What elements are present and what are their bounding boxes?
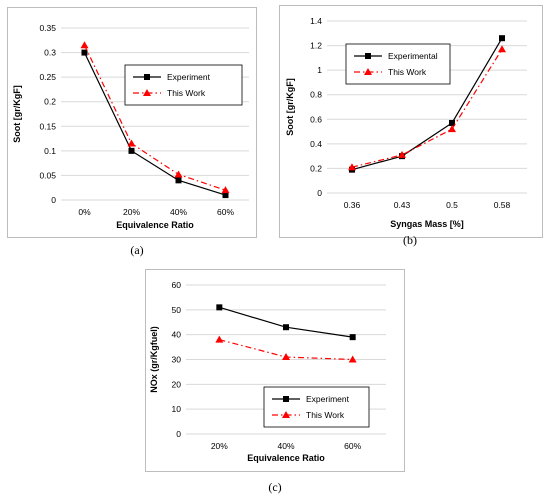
chart-b-x-axis-label: Syngas Mass [%] bbox=[390, 219, 464, 229]
chart-b-ytick-label: 1.4 bbox=[310, 16, 322, 26]
chart-b-xtick-label: 0.58 bbox=[494, 200, 511, 210]
chart-a-series-0-point bbox=[128, 147, 135, 154]
chart-a-series-line-0 bbox=[83, 52, 226, 196]
chart-c-series-0-point bbox=[216, 304, 223, 311]
chart-panel-a: 0 0.05 0.1 0.15 0.2 0.25 0.3 0.35 0% 20% 40% 60% Equ… bbox=[7, 7, 257, 238]
chart-b-legend-label: Experimental bbox=[388, 51, 438, 61]
chart-c-ytick-label: 40 bbox=[172, 330, 182, 340]
chart-a-ytick-label: 0.15 bbox=[39, 121, 56, 131]
chart-a-series-1-point bbox=[80, 41, 89, 49]
chart-c-series-line-0 bbox=[219, 306, 353, 338]
chart-b-series-1-point bbox=[448, 125, 456, 133]
chart-a-xtick-label: 40% bbox=[170, 207, 187, 217]
chart-c-legend-label: This Work bbox=[306, 410, 345, 420]
chart-b-series-1-point bbox=[398, 150, 406, 158]
chart-c-legend-box bbox=[263, 386, 370, 428]
chart-c-ytick-label: 30 bbox=[172, 355, 182, 365]
chart-c-series-1-point bbox=[282, 353, 290, 361]
chart-c-legend-marker-1 bbox=[282, 411, 290, 418]
chart-b-xtick-label: 0.43 bbox=[394, 200, 411, 210]
chart-c-series-1-point bbox=[348, 355, 357, 363]
chart-b-ytick-label: 0.2 bbox=[310, 163, 322, 173]
chart-c-ytick-label: 20 bbox=[172, 379, 182, 389]
chart-a-legend-marker-1 bbox=[143, 89, 151, 96]
chart-a-ytick-label: 0.25 bbox=[39, 72, 56, 82]
chart-b-svg: 0 0.2 0.4 0.6 0.8 1 1.2 1.4 0.36 0.43 0.5 0.58 Synga… bbox=[285, 16, 527, 229]
chart-b-ytick-label: 1.2 bbox=[310, 41, 322, 51]
chart-panel-b: 0 0.2 0.4 0.6 0.8 1 1.2 1.4 0.36 0.43 0.5 0.58 Synga… bbox=[279, 5, 543, 238]
chart-a-legend-label: Experiment bbox=[167, 72, 211, 82]
chart-b-ytick-label: 0.8 bbox=[310, 90, 322, 100]
chart-b-series-line-0 bbox=[351, 37, 503, 171]
caption-b: (b) bbox=[403, 233, 417, 247]
chart-b-xtick-label: 0.5 bbox=[446, 200, 458, 210]
chart-panel-c: 0 10 20 30 40 50 60 20% 40% 60% Equivalence Ratio N… bbox=[145, 269, 405, 472]
chart-a-series-0-point bbox=[81, 49, 88, 56]
chart-a-legend-label: This Work bbox=[167, 88, 206, 98]
chart-b-series-1-point bbox=[348, 163, 356, 171]
chart-b-series-0-point bbox=[449, 119, 455, 126]
chart-a-series-1-point bbox=[221, 186, 230, 194]
chart-c-svg: 0 10 20 30 40 50 60 20% 40% 60% Equivalence Ratio N… bbox=[149, 280, 386, 463]
caption-c: (c) bbox=[268, 480, 282, 494]
chart-c-ytick-label: 50 bbox=[172, 305, 182, 315]
chart-a-x-axis-label: Equivalence Ratio bbox=[116, 220, 194, 230]
chart-b-legend-marker-0 bbox=[365, 53, 371, 59]
chart-b-xtick-label: 0.36 bbox=[344, 200, 361, 210]
chart-b-legend-box bbox=[345, 43, 451, 85]
chart-a-series-1-point bbox=[174, 170, 183, 178]
caption-a: (a) bbox=[130, 243, 144, 257]
chart-c-legend-marker-0 bbox=[283, 396, 289, 402]
chart-a-ytick-label: 0 bbox=[51, 195, 56, 205]
chart-a-ytick-label: 0.2 bbox=[44, 97, 56, 107]
chart-b-ytick-label: 0 bbox=[317, 188, 322, 198]
chart-c-ytick-label: 10 bbox=[172, 404, 182, 414]
chart-c-series-1-point bbox=[215, 335, 224, 343]
chart-a-series-0-point bbox=[175, 177, 182, 184]
chart-a-ytick-label: 0.3 bbox=[44, 48, 56, 58]
chart-c-ytick-label: 60 bbox=[172, 280, 182, 290]
chart-b-ytick-label: 0.6 bbox=[310, 114, 322, 124]
chart-a-series-0-point bbox=[222, 192, 229, 199]
chart-a-svg: 0 0.05 0.1 0.15 0.2 0.25 0.3 0.35 0% 20% 40% 60% Equ… bbox=[12, 23, 249, 230]
chart-c-xtick-label: 40% bbox=[277, 441, 294, 451]
chart-c-series-0-point bbox=[283, 324, 289, 331]
chart-a-ytick-label: 0.1 bbox=[44, 146, 56, 156]
chart-b-series-0-point bbox=[499, 35, 505, 42]
chart-c-xtick-label: 60% bbox=[344, 441, 361, 451]
chart-b-ytick-label: 0.4 bbox=[310, 139, 322, 149]
chart-a-series-line-1 bbox=[83, 44, 226, 191]
chart-b-legend-label: This Work bbox=[388, 67, 427, 77]
chart-a-ytick-label: 0.35 bbox=[39, 23, 56, 33]
chart-c-legend-label: Experiment bbox=[306, 394, 350, 404]
chart-c-series-0-point bbox=[349, 334, 356, 341]
chart-a-xtick-label: 60% bbox=[217, 207, 234, 217]
chart-b-y-axis-label: Soot [gr/KgF] bbox=[285, 78, 295, 136]
chart-b-series-1-point bbox=[498, 45, 506, 53]
chart-a-y-axis-label: Soot [gr/KgF] bbox=[12, 85, 22, 143]
chart-a-legend-marker-0 bbox=[144, 74, 150, 80]
chart-b-ytick-label: 1 bbox=[317, 65, 322, 75]
chart-c-y-axis-label: NOx (gr/Kgfuel) bbox=[149, 326, 159, 393]
chart-a-xtick-label: 20% bbox=[123, 207, 140, 217]
chart-a-ytick-label: 0.05 bbox=[39, 170, 56, 180]
chart-a-xtick-label: 0% bbox=[78, 207, 91, 217]
chart-c-xtick-label: 20% bbox=[211, 441, 228, 451]
chart-a-series-1-point bbox=[127, 139, 136, 147]
chart-c-ytick-label: 0 bbox=[176, 429, 181, 439]
chart-c-x-axis-label: Equivalence Ratio bbox=[247, 453, 325, 463]
chart-a-legend-box bbox=[124, 64, 243, 106]
chart-b-legend-marker-1 bbox=[364, 68, 372, 75]
